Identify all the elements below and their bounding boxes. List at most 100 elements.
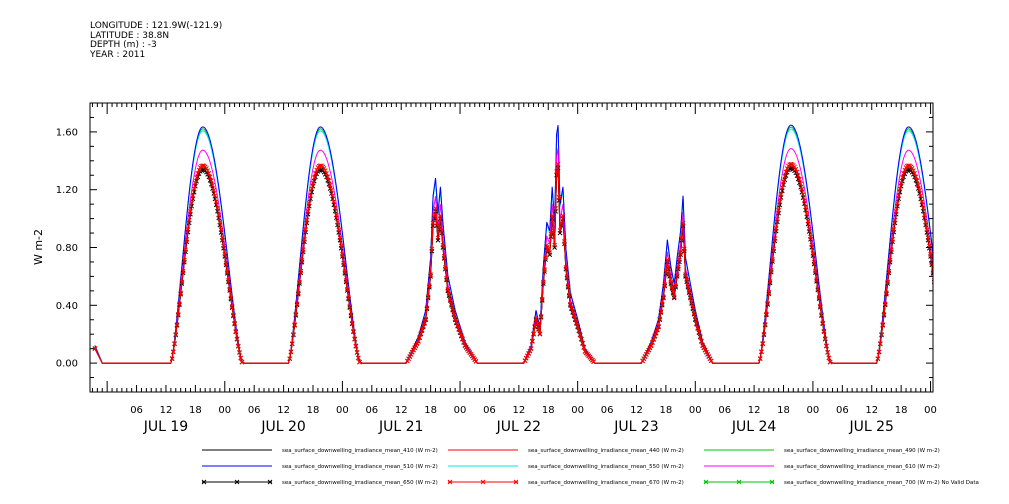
series-marker [305, 208, 311, 214]
series-marker [186, 217, 192, 223]
series-marker [222, 251, 228, 257]
series-marker [565, 283, 571, 289]
series-marker [169, 356, 175, 361]
series-marker [941, 337, 945, 341]
series-marker [946, 360, 950, 364]
series-marker [893, 208, 899, 214]
series-marker [689, 299, 694, 305]
series-marker [331, 199, 337, 205]
series-marker [353, 343, 359, 349]
series-marker [923, 219, 929, 225]
x-tick-label: 18 [660, 405, 673, 416]
depth-text: DEPTH (m) : -3 [90, 40, 157, 50]
series-marker [223, 260, 229, 266]
series-marker [238, 355, 244, 361]
x-tick-label: 00 [689, 405, 702, 416]
series-marker [692, 316, 698, 322]
series-marker [408, 351, 414, 357]
series-marker [413, 343, 419, 348]
series-marker [427, 283, 432, 289]
series-marker [522, 358, 528, 363]
series-marker [811, 259, 817, 265]
series-marker [411, 347, 416, 353]
legend-label: sea_surface_downwelling_irradiance_mean_… [282, 480, 438, 486]
series-marker [825, 349, 830, 355]
series-marker [172, 341, 177, 346]
x-tick-label: 06 [718, 405, 731, 416]
series-marker [678, 250, 683, 255]
series-marker [651, 336, 656, 342]
series-marker [677, 257, 682, 263]
series-marker [300, 247, 306, 253]
series-marker [940, 330, 944, 334]
series-marker [404, 358, 410, 364]
series-marker [194, 175, 199, 180]
series-marker [441, 253, 447, 259]
series-marker [901, 170, 906, 176]
series-marker [702, 347, 708, 353]
series-marker [549, 213, 555, 219]
series-marker [566, 292, 572, 298]
series-marker [335, 219, 340, 225]
series-marker [523, 355, 529, 361]
series-marker [417, 334, 422, 340]
series-marker [942, 344, 946, 348]
series-marker [569, 305, 574, 311]
series-marker [820, 320, 826, 326]
series-marker [943, 351, 947, 355]
series-marker [435, 235, 441, 241]
legend-marker [201, 479, 207, 485]
series-marker [922, 212, 927, 218]
series-marker [424, 305, 430, 311]
series-marker [473, 358, 479, 364]
series-marker [640, 358, 645, 364]
series-marker [683, 272, 688, 278]
series-marker [340, 251, 345, 257]
series-marker [669, 284, 675, 290]
series-marker [343, 277, 349, 283]
series-marker [548, 231, 554, 237]
x-tick-label: 06 [601, 405, 614, 416]
day-label: JUL 22 [496, 419, 541, 435]
series-marker [909, 166, 915, 171]
series-marker [460, 336, 465, 342]
longitude-text: LONGITUDE : 121.9W(-121.9) [90, 21, 223, 31]
series-marker [937, 313, 941, 317]
series-marker [815, 286, 821, 291]
series-marker [423, 316, 429, 322]
series-marker [306, 200, 312, 206]
series-marker [694, 320, 699, 326]
series-marker [418, 331, 424, 336]
series-marker [886, 268, 892, 274]
series-marker [684, 277, 690, 283]
series-marker [813, 268, 818, 274]
series-marker [879, 332, 884, 337]
series-marker [784, 166, 790, 171]
series-marker [92, 346, 98, 351]
series-marker [442, 264, 448, 270]
series-marker [357, 359, 362, 365]
series-marker [322, 168, 328, 173]
series-marker [675, 264, 681, 270]
series-marker [700, 343, 705, 348]
legend-marker [513, 479, 519, 485]
series-marker [446, 291, 452, 297]
series-marker [185, 227, 191, 232]
y-axis: 0.00 0.40 0.80 1.20 1.60 [56, 102, 933, 393]
series-marker [195, 170, 201, 176]
series-marker [570, 309, 576, 314]
series-marker [551, 228, 556, 233]
series-marker [553, 205, 558, 211]
series-marker [212, 193, 218, 199]
series-marker [525, 353, 530, 359]
series-marker [801, 198, 807, 203]
series-marker [433, 205, 438, 211]
series-marker [564, 274, 570, 279]
legend-marker [736, 479, 742, 485]
series-marker [562, 239, 567, 244]
series-marker [444, 275, 449, 281]
series-marker [652, 333, 658, 339]
series-marker [775, 216, 780, 222]
series-marker [308, 193, 313, 198]
series-marker [452, 316, 458, 322]
